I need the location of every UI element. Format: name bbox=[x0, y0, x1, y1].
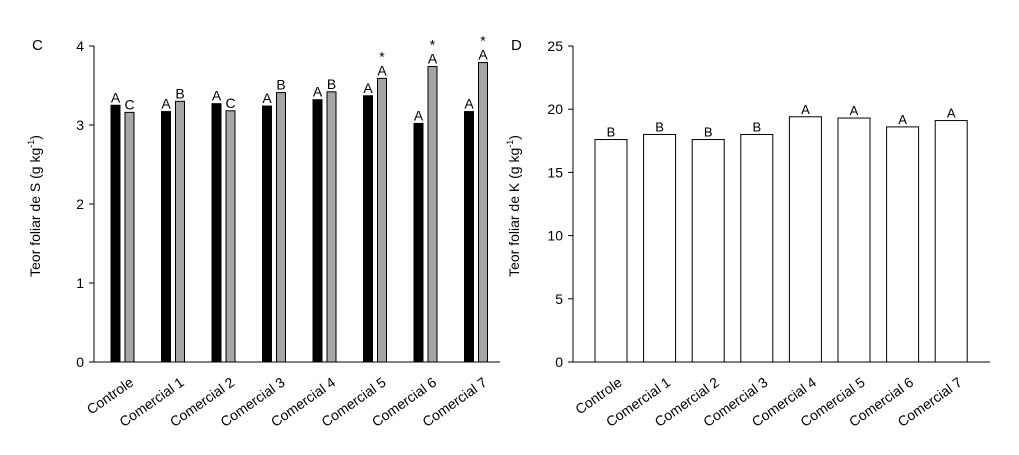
panel-label-d: D bbox=[511, 37, 522, 54]
y-axis-title-c: Teor foliar de S (g kg-1) bbox=[26, 135, 43, 277]
significance-letter: B bbox=[327, 76, 336, 92]
significance-letter: A bbox=[161, 96, 171, 112]
bar bbox=[413, 122, 424, 363]
significance-letter: A bbox=[850, 103, 859, 118]
y-tick-label: 10 bbox=[547, 228, 563, 244]
bars-c: A C AB A C AB A B AA*AA*AA* bbox=[110, 33, 488, 363]
svg-text:Teor foliar de K (g kg-1): Teor foliar de K (g kg-1) bbox=[505, 135, 522, 277]
bar bbox=[124, 111, 135, 363]
bar bbox=[886, 126, 920, 363]
y-tick-label: 3 bbox=[76, 117, 84, 133]
significance-letter: A bbox=[947, 106, 956, 121]
significance-letter: A bbox=[898, 112, 907, 127]
significance-letter: A bbox=[478, 47, 488, 63]
bar bbox=[262, 105, 272, 363]
y-axis-title-d-sup: -1 bbox=[505, 140, 515, 148]
y-tick-label: 1 bbox=[76, 275, 84, 291]
significance-letter: C bbox=[124, 96, 134, 112]
bar bbox=[276, 92, 286, 363]
y-tick-label: 20 bbox=[547, 101, 563, 117]
bars-d: B B B B A A A A bbox=[594, 102, 968, 363]
y-tick-label: 4 bbox=[76, 38, 84, 54]
significance-letter: A bbox=[377, 62, 387, 78]
significance-letter: B bbox=[175, 85, 184, 101]
bar bbox=[225, 110, 236, 363]
y-tick-label: 2 bbox=[76, 196, 84, 212]
bar bbox=[110, 104, 121, 363]
significance-letter: A bbox=[212, 88, 222, 104]
significance-star: * bbox=[379, 48, 385, 64]
significance-letter: B bbox=[607, 125, 616, 140]
bar bbox=[312, 99, 323, 363]
significance-letter: B bbox=[655, 119, 664, 134]
y-ticks-d: 0 5 10 15 20 25 bbox=[547, 38, 573, 370]
significance-letter: B bbox=[752, 119, 761, 134]
significance-letter: A bbox=[801, 102, 810, 117]
bar bbox=[161, 111, 171, 363]
bar bbox=[837, 117, 871, 363]
bar bbox=[740, 133, 774, 363]
significance-letter: A bbox=[363, 80, 373, 96]
significance-letter: C bbox=[225, 95, 235, 111]
y-axis-title-c-close: ) bbox=[27, 135, 43, 140]
bar bbox=[175, 100, 185, 363]
chart-panel-d: D Teor foliar de K (g kg-1) B B B B A A A A 0 5 1… bbox=[505, 37, 990, 430]
significance-letter: A bbox=[262, 90, 272, 106]
significance-letter: A bbox=[111, 89, 121, 105]
bar bbox=[363, 95, 373, 363]
bar bbox=[691, 139, 725, 363]
significance-letter: B bbox=[704, 125, 713, 140]
bar bbox=[594, 139, 628, 363]
y-tick-label: 0 bbox=[76, 354, 84, 370]
bar bbox=[326, 91, 337, 363]
bar bbox=[478, 62, 488, 363]
bar bbox=[643, 133, 677, 363]
significance-letter: A bbox=[313, 84, 323, 100]
y-tick-label: 15 bbox=[547, 164, 563, 180]
significance-letter: B bbox=[276, 77, 285, 93]
bar bbox=[377, 77, 387, 363]
bar bbox=[934, 120, 968, 363]
significance-letter: A bbox=[428, 51, 438, 67]
bar bbox=[427, 66, 438, 363]
y-axis-title-c-sup: -1 bbox=[26, 140, 36, 148]
significance-star: * bbox=[480, 33, 486, 49]
y-axis-title-d-main: Teor foliar de K (g kg bbox=[506, 148, 522, 277]
y-tick-label: 25 bbox=[547, 38, 563, 54]
y-axis-title-c-main: Teor foliar de S (g kg bbox=[27, 148, 43, 277]
significance-letter: A bbox=[414, 107, 424, 123]
y-ticks-c: 0 1 2 3 4 bbox=[76, 38, 94, 370]
y-tick-label: 5 bbox=[555, 291, 563, 307]
significance-letter: A bbox=[464, 96, 474, 112]
significance-star: * bbox=[430, 37, 436, 53]
svg-text:Teor foliar de S (g kg-1): Teor foliar de S (g kg-1) bbox=[26, 135, 43, 277]
panel-label-c: C bbox=[32, 37, 43, 54]
chart-panel-c: C Teor foliar de S (g kg-1) A C AB A C AB A B AA… bbox=[26, 33, 500, 430]
bar bbox=[211, 103, 222, 363]
bar bbox=[464, 111, 474, 363]
y-axis-title-d-close: ) bbox=[506, 135, 522, 140]
bar bbox=[788, 116, 822, 363]
y-tick-label: 0 bbox=[555, 354, 563, 370]
y-axis-title-d: Teor foliar de K (g kg-1) bbox=[505, 135, 522, 277]
